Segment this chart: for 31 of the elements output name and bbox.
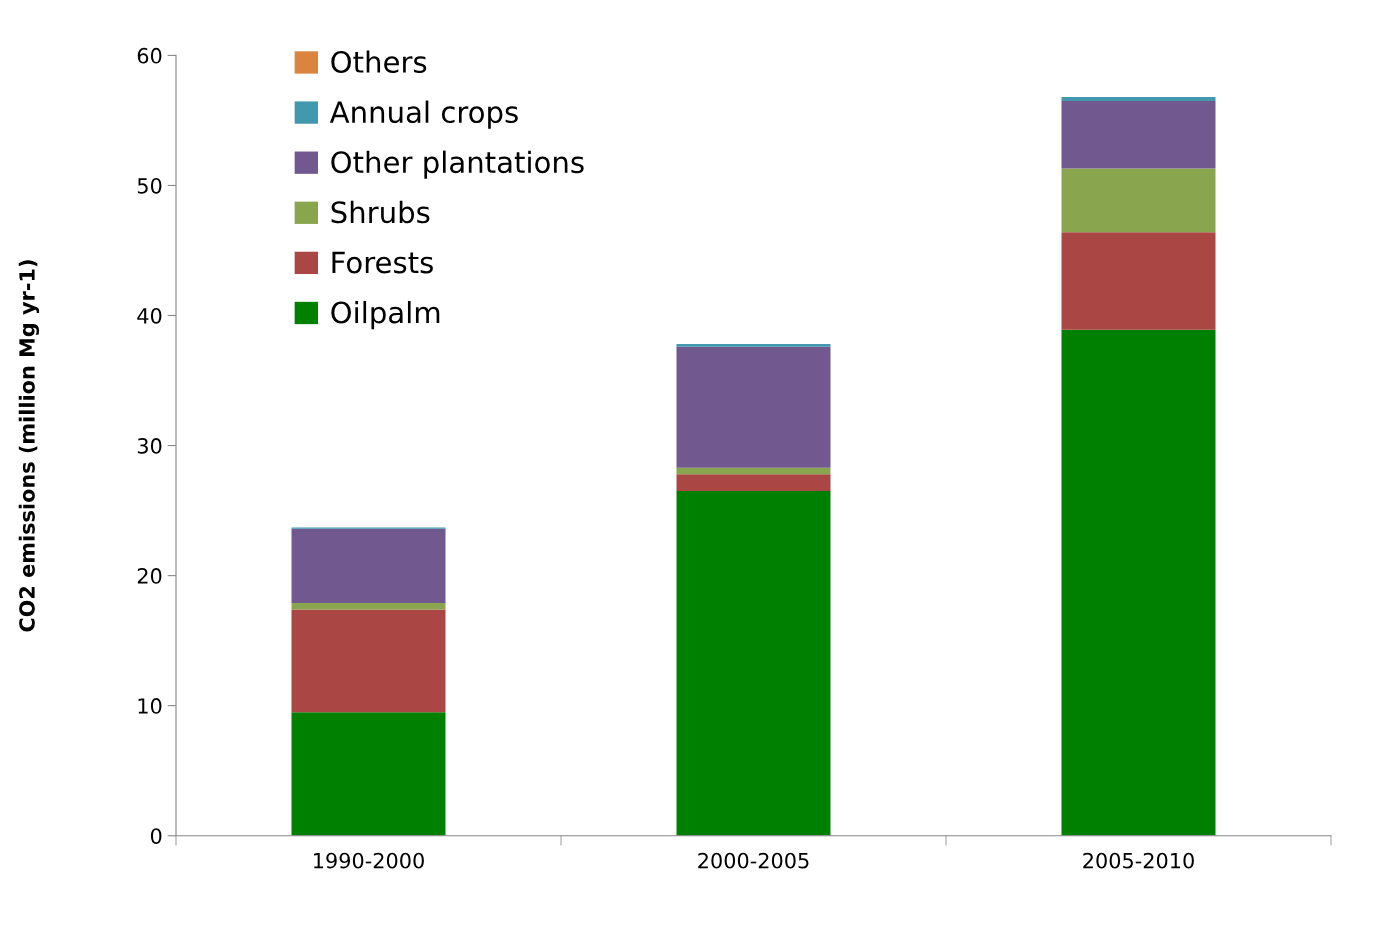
legend-label: Other plantations: [331, 150, 584, 179]
legend-label: Annual crops: [329, 100, 518, 129]
bar: [291, 609, 446, 713]
legend-label: Oilpalm: [331, 300, 440, 330]
bar: [1061, 329, 1216, 836]
x-tick-label: 2000-2005: [698, 852, 809, 869]
bar: [291, 712, 446, 836]
bar: [676, 491, 831, 836]
y-tick-label: 40: [137, 307, 162, 324]
bar: [676, 467, 831, 475]
legend-label: Others: [331, 50, 427, 74]
y-tick-label: 20: [137, 568, 162, 584]
x-tick-label: 1990-2000: [314, 852, 424, 869]
bar: [1061, 168, 1216, 233]
y-tick-label: 60: [137, 47, 162, 64]
bar: [676, 474, 831, 492]
x-tick-label: 2005-2010: [1083, 852, 1194, 869]
bar: [676, 346, 831, 468]
bar: [1061, 232, 1216, 330]
bar: [676, 344, 831, 347]
bar: [291, 528, 446, 603]
y-tick-label: 0: [150, 828, 162, 844]
y-tick-label: 30: [137, 438, 162, 454]
y-tick-label: 10: [138, 698, 162, 714]
y-axis-title: CO2 emissions (million Mg yr-1): [18, 260, 40, 632]
legend-label: Shrubs: [331, 200, 430, 224]
y-tick-label: 50: [137, 177, 162, 194]
bar: [1061, 97, 1216, 101]
bar: [1061, 100, 1216, 169]
legend-label: Forests: [332, 251, 433, 274]
bar: [291, 602, 446, 610]
